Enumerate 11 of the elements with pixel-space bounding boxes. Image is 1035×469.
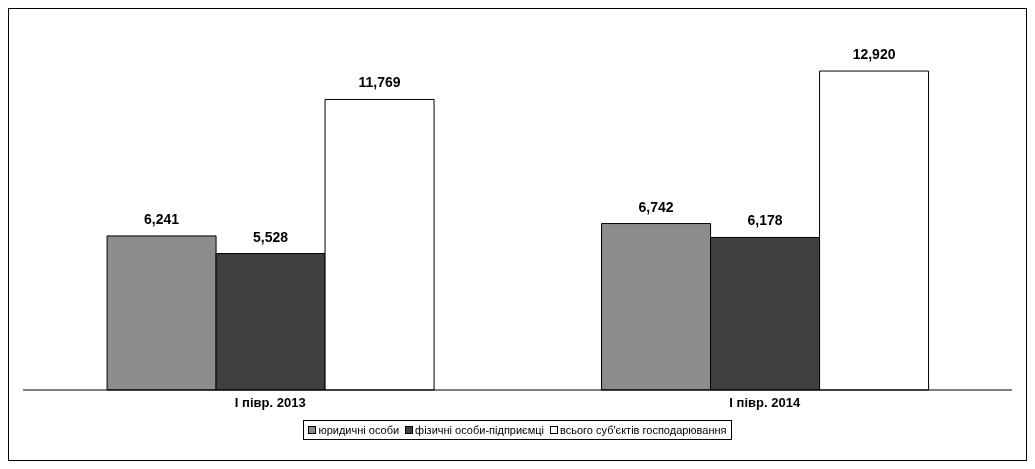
legend-label: всього суб'єктів господарювання: [560, 424, 727, 436]
data-label: 6,178: [747, 212, 783, 229]
data-label: 6,742: [638, 198, 674, 215]
legend-label: фізичні особи-підприємці: [415, 424, 545, 436]
data-label: 5,528: [253, 228, 289, 245]
data-label: 12,920: [852, 46, 896, 63]
legend-label: юридичні особи: [318, 424, 400, 436]
data-label: 6,241: [144, 210, 180, 227]
x-tick-label: І півр. 2014: [729, 395, 801, 411]
x-tick-label: І півр. 2013: [234, 395, 306, 411]
data-label: 11,769: [358, 74, 401, 91]
